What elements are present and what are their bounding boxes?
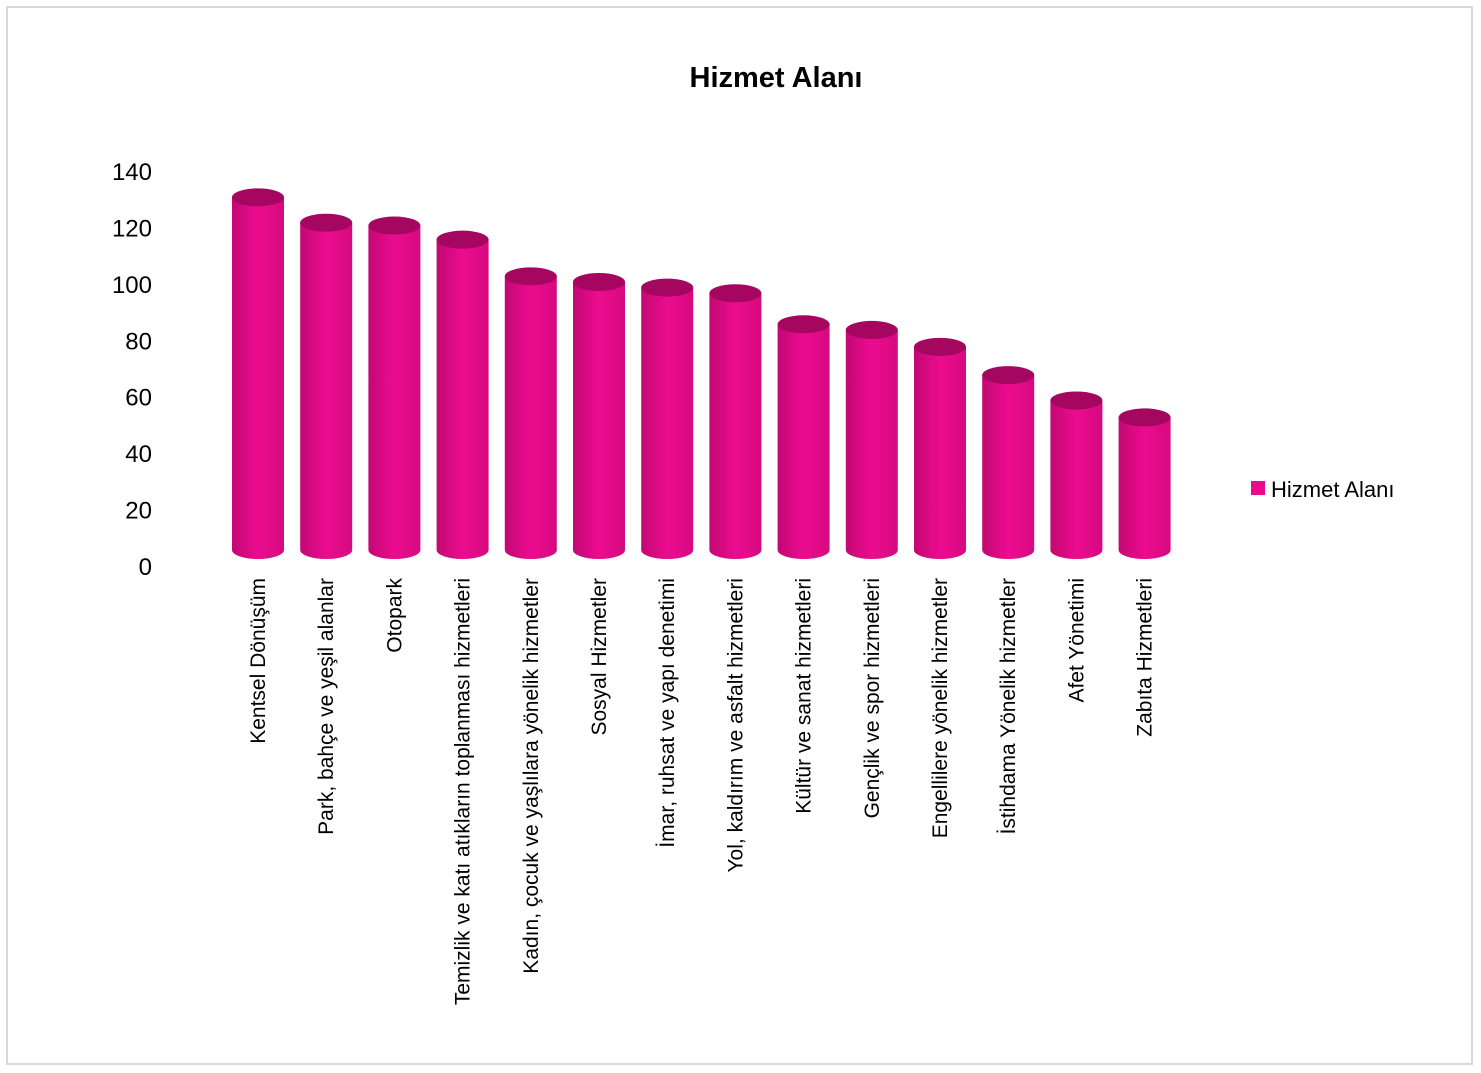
bar-body — [368, 225, 421, 560]
y-tick-label: 40 — [125, 441, 152, 468]
y-tick-label: 60 — [125, 385, 152, 412]
x-tick-label: İstihdama Yönelik hizmetler — [997, 578, 1020, 834]
bar-top — [368, 216, 421, 235]
bar-top — [232, 188, 284, 207]
y-tick-label: 140 — [112, 159, 152, 186]
x-tick-label: Kültür ve sanat hizmetleri — [793, 578, 816, 814]
bar — [232, 188, 284, 560]
x-tick-label: Kentsel Dönüşüm — [247, 578, 270, 744]
legend-swatch — [1251, 481, 1265, 495]
bar-top — [504, 267, 557, 286]
bar-body — [641, 287, 694, 559]
bar-body — [573, 281, 625, 559]
y-tick-label: 20 — [125, 498, 152, 525]
bar — [1050, 391, 1103, 559]
x-tick-label: Zabıta Hizmetleri — [1134, 578, 1157, 737]
bar-top — [1118, 408, 1171, 427]
bar — [777, 315, 830, 559]
x-tick-label: Yol, kaldırım ve asfalt hizmetleri — [724, 578, 747, 873]
bar — [368, 216, 421, 560]
bar-top — [845, 320, 898, 339]
legend-label: Hizmet Alanı — [1271, 477, 1395, 502]
x-tick-label: Afet Yönetimi — [1065, 578, 1088, 703]
x-axis: Kentsel Dönüşüm Park, bahçe ve yeşil alan… — [247, 578, 1157, 1006]
bar-body — [504, 276, 557, 559]
x-tick-label: Kadın, çocuk ve yaşlılara yönelik hizmet… — [520, 578, 543, 974]
bar — [300, 213, 353, 559]
bar — [1118, 408, 1171, 559]
bar-body — [709, 293, 762, 559]
bar-body — [777, 324, 830, 559]
bar — [573, 272, 625, 559]
x-tick-label: Engellilere yönelik hizmetler — [929, 578, 952, 838]
bar-top — [573, 272, 625, 291]
x-tick-label: Otopark — [383, 578, 406, 653]
bar-body — [232, 197, 284, 560]
bar-body — [436, 239, 489, 559]
bar-top — [709, 284, 762, 303]
bar-body — [1050, 400, 1103, 559]
y-tick-label: 100 — [112, 272, 152, 299]
bar-body — [982, 375, 1035, 559]
x-tick-label: Gençlik ve spor hizmetleri — [861, 578, 884, 818]
bars — [232, 188, 1171, 560]
bar-top — [641, 278, 694, 297]
y-tick-label: 120 — [112, 215, 152, 242]
bar — [436, 230, 489, 559]
chart-title: Hizmet Alanı — [690, 62, 863, 94]
bar-top — [914, 337, 966, 356]
x-tick-label: Sosyal Hizmetler — [588, 578, 611, 736]
bar-top — [436, 230, 489, 249]
x-tick-label: Temizlik ve katı atıkların toplanması hi… — [452, 578, 475, 1005]
x-tick-label: Park, bahçe ve yeşil alanlar — [315, 578, 338, 835]
y-axis: 0 20 40 60 80 100 120 140 — [112, 159, 152, 581]
y-tick-label: 0 — [139, 554, 152, 581]
bar-body — [300, 222, 353, 559]
bar-top — [300, 213, 353, 232]
bar — [845, 320, 898, 559]
bar-body — [845, 329, 898, 559]
y-tick-label: 80 — [125, 328, 152, 355]
bar-body — [1118, 417, 1171, 559]
legend: Hizmet Alanı — [1251, 477, 1395, 502]
bar-top — [982, 366, 1035, 385]
bar — [982, 366, 1035, 559]
x-tick-label: İmar, ruhsat ve yapı denetimi — [656, 578, 679, 848]
bar — [709, 284, 762, 559]
bar-top — [1050, 391, 1103, 410]
bar — [504, 267, 557, 559]
bar — [641, 278, 694, 559]
bar — [914, 337, 966, 559]
bar-body — [914, 346, 966, 559]
bar-top — [777, 315, 830, 334]
